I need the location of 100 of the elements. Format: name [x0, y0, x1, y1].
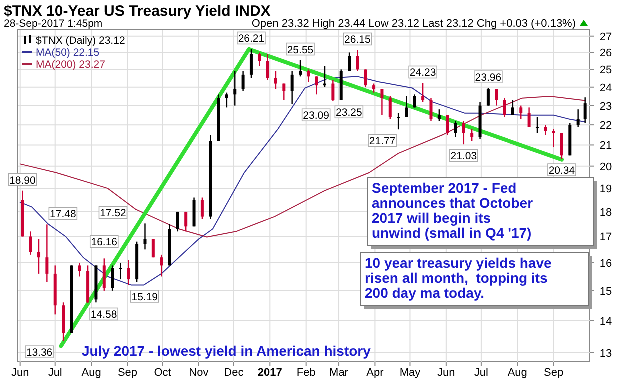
annotation: 10 year treasury yields have risen all month, topping its 200 day ma today.	[365, 255, 552, 301]
annotation: 23.96	[475, 72, 502, 84]
candlestick	[348, 52, 352, 72]
candlestick	[144, 223, 147, 250]
candlestick	[438, 108, 441, 122]
annotation: 18.90	[10, 174, 36, 187]
candlestick	[160, 254, 164, 278]
candlestick	[242, 70, 245, 92]
annotation: 26.21	[238, 33, 265, 46]
x-tick-label: Aug	[82, 367, 102, 379]
candlestick	[274, 70, 278, 90]
candlestick	[486, 88, 490, 106]
candlestick	[250, 48, 253, 80]
y-tick-label: 15	[600, 286, 612, 298]
candlestick	[299, 60, 302, 78]
y-tick-label: 19	[600, 184, 612, 196]
candlestick	[462, 120, 466, 146]
candlestick	[528, 107, 531, 128]
y-tick-label: 18	[600, 206, 612, 219]
candlestick	[307, 69, 310, 83]
annotation: 21.03	[450, 150, 478, 163]
candlestick	[372, 83, 376, 94]
y-tick-label: 22	[600, 120, 612, 132]
candlestick	[356, 50, 360, 72]
y-tick-label: 21	[600, 140, 612, 152]
chart-title: $TNX 10-Year US Treasury Yield INDX	[4, 3, 271, 20]
y-tick-label: 26	[600, 48, 612, 60]
x-tick-label: Feb	[296, 367, 316, 379]
annotation: 15.19	[132, 291, 158, 304]
annotation: 20.34	[548, 165, 576, 178]
y-tick-label: 16	[600, 258, 612, 270]
legend-label: MA(50) 22.15	[36, 47, 100, 59]
x-tick-label: Jul	[474, 367, 488, 379]
candlestick	[397, 112, 400, 130]
y-tick-label: 14	[600, 316, 612, 328]
y-tick-label: 24	[600, 82, 612, 94]
x-tick-label: Dec	[224, 367, 244, 379]
candlestick	[560, 132, 564, 160]
y-tick-label: 20	[600, 161, 612, 174]
candlestick	[200, 197, 204, 220]
legend-label: $TNX (Daily) 23.12	[36, 35, 126, 47]
y-tick-label: 27	[600, 31, 612, 44]
candlestick	[520, 105, 523, 120]
candlestick	[405, 96, 408, 118]
candlestick	[290, 70, 294, 105]
candlestick	[495, 88, 498, 106]
candlestick	[364, 69, 368, 88]
candlestick	[315, 76, 318, 96]
x-tick-label: Apr	[366, 367, 384, 379]
y-tick-label: 17	[600, 232, 612, 244]
x-tick-label: Jun	[438, 367, 456, 379]
candlestick	[552, 128, 556, 148]
candlestick	[234, 70, 237, 106]
x-tick-label: Mar	[330, 367, 349, 379]
candlestick	[536, 116, 539, 134]
candlestick	[176, 211, 180, 232]
candlestick	[225, 92, 228, 108]
candlestick	[78, 262, 82, 278]
annotation: 13.36	[26, 347, 53, 360]
y-tick-label: 23	[600, 100, 612, 113]
x-tick-label: Jun	[11, 367, 30, 379]
candlestick	[111, 265, 114, 292]
x-tick-label: Jul	[48, 367, 62, 379]
y-tick-label: 25	[600, 64, 612, 77]
annotation: 23.25	[336, 107, 362, 120]
annotation: 21.77	[369, 136, 396, 148]
candlestick	[584, 97, 587, 124]
annotation: 14.58	[90, 309, 118, 322]
candlestick	[38, 238, 41, 275]
annotation: 16.16	[91, 236, 118, 249]
x-tick-label: Sep	[118, 367, 138, 379]
x-tick-label: May	[400, 367, 422, 379]
candlestick	[184, 211, 188, 232]
chart-subtitle: 28-Sep-2017 1:45pm	[4, 18, 103, 30]
legend-label: MA(200) 23.27	[36, 59, 106, 71]
annotation: July 2017 - lowest yield in American history	[82, 343, 372, 359]
candlestick	[332, 80, 335, 102]
candlestick	[576, 108, 580, 128]
candlestick	[29, 231, 32, 256]
annotation: September 2017 - Fed announces that October 2017 will begin its unwind (small in Q4 '17)	[372, 180, 534, 241]
annotation: 17.52	[100, 208, 127, 220]
annotation: 24.23	[410, 67, 436, 80]
candlestick	[266, 54, 270, 81]
candlestick	[119, 262, 122, 280]
candlestick	[511, 100, 514, 116]
annotation: Open 23.32 High 23.44 Low 23.12 Last 23.12 Chg +0.03 (+0.13%)	[252, 18, 576, 30]
candlestick	[258, 52, 262, 67]
candlestick	[282, 83, 286, 101]
candlestick	[503, 98, 506, 118]
y-tick-label: 13	[600, 348, 612, 360]
x-tick-label: Nov	[189, 367, 210, 379]
x-tick-label: Oct	[154, 367, 172, 379]
candlestick	[446, 114, 450, 136]
x-tick-label: Sep	[544, 367, 564, 379]
candlestick	[544, 124, 548, 136]
candlestick	[422, 82, 425, 103]
candlestick	[127, 260, 130, 286]
annotation: 23.09	[303, 110, 330, 122]
candlestick	[388, 96, 392, 120]
candlestick	[430, 98, 433, 122]
